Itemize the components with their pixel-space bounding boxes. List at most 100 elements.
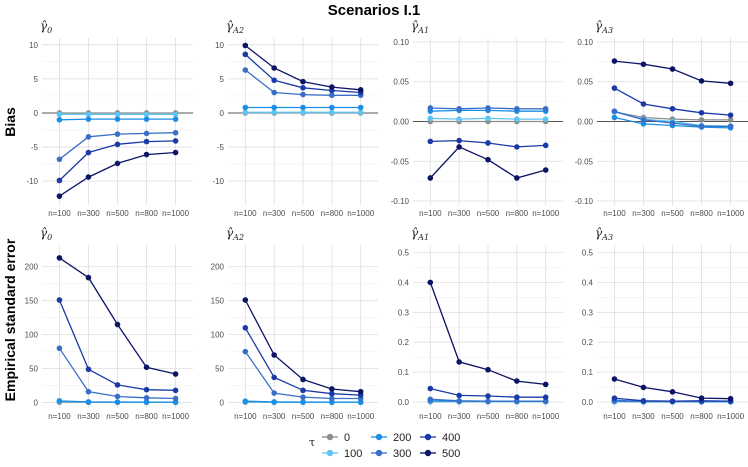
data-point-300: [329, 92, 335, 99]
data-point-500: [669, 389, 676, 395]
x-tick-label: n=100: [234, 412, 257, 421]
panel-1-1: γ̂A2 0 50 100 150 200 n=100 n=300 n=500 n=800 n=10…: [211, 226, 378, 421]
data-point-400: [727, 112, 734, 118]
data-point-400: [485, 140, 491, 146]
data-point-300: [514, 398, 520, 404]
data-point-300: [329, 395, 335, 402]
data-point-200: [611, 114, 618, 121]
data-point-400: [271, 374, 277, 381]
data-point-400: [514, 394, 520, 401]
y-tick-label: 0.2: [582, 338, 594, 347]
data-point-500: [172, 149, 179, 156]
x-tick-label: n=1000: [347, 412, 374, 421]
data-point-400: [242, 51, 249, 58]
data-point-200: [56, 116, 63, 123]
data-point-300: [669, 120, 676, 126]
panel-title: γ̂0: [40, 226, 52, 242]
y-tick-label: 50: [29, 365, 38, 374]
y-tick-label: 0.00: [577, 118, 593, 127]
data-point-500: [727, 395, 734, 402]
data-point-200: [85, 399, 92, 405]
x-tick-label: n=100: [419, 209, 442, 218]
data-point-200: [143, 399, 150, 405]
x-tick-label: n=300: [632, 412, 655, 421]
data-point-300: [85, 134, 92, 140]
data-point-400: [427, 385, 434, 392]
legend-key-point: [326, 433, 334, 441]
panel-title-subscript: A3: [601, 26, 613, 35]
data-point-400: [271, 77, 277, 84]
x-tick-label: n=100: [603, 209, 626, 218]
data-point-300: [485, 398, 491, 404]
data-point-400: [242, 325, 249, 331]
y-tick-label: 200: [25, 263, 39, 272]
y-tick-label: 0: [220, 399, 225, 408]
data-point-400: [143, 138, 150, 145]
y-tick-label: -10: [212, 177, 224, 186]
y-tick-label: 0.4: [582, 278, 594, 287]
data-point-0: [698, 117, 705, 123]
legend-key-point: [375, 433, 383, 441]
data-point-400: [85, 149, 92, 156]
data-point-500: [85, 174, 92, 180]
data-point-400: [300, 84, 306, 91]
data-point-500: [698, 78, 705, 84]
x-tick-label: n=300: [263, 412, 286, 421]
data-point-300: [640, 117, 647, 123]
panel-0-0: γ̂0 -10 -5 0 5 10 n=100 n=300 n=500 n=800 n=1000: [26, 19, 193, 218]
data-point-500: [114, 321, 121, 328]
data-point-500: [427, 279, 434, 286]
x-tick-label: n=1000: [347, 209, 374, 218]
panel-title-subscript: A1: [417, 26, 429, 35]
data-point-500: [300, 376, 306, 383]
y-tick-label: 200: [211, 263, 225, 272]
legend-item-400: 400: [420, 432, 460, 444]
data-point-400: [329, 390, 335, 397]
data-point-200: [242, 104, 249, 111]
legend-title: τ: [309, 436, 315, 449]
x-tick-label: n=500: [477, 412, 500, 421]
data-point-500: [56, 255, 63, 261]
data-point-300: [56, 345, 63, 352]
x-tick-label: n=500: [661, 412, 684, 421]
x-tick-label: n=100: [48, 209, 71, 218]
data-point-100: [242, 109, 249, 116]
data-point-100: [456, 116, 462, 122]
data-point-200: [85, 116, 92, 122]
y-tick-label: 0.3: [582, 308, 594, 317]
data-point-400: [611, 395, 618, 401]
data-point-300: [485, 105, 491, 111]
data-point-400: [427, 138, 434, 145]
data-point-400: [85, 366, 92, 373]
panel-1-2: γ̂A1 0.0 0.1 0.2 0.3 0.4 0.5 n=100 n=300 n=500 n=8…: [398, 226, 563, 421]
panel-title: γ̂A2: [226, 226, 244, 242]
x-tick-label: n=100: [234, 209, 257, 218]
data-point-400: [698, 109, 705, 116]
data-point-100: [300, 109, 306, 116]
y-tick-label: 0.10: [577, 38, 593, 47]
data-point-400: [669, 105, 676, 112]
panel-title-subscript: 0: [47, 26, 52, 35]
data-point-200: [114, 116, 121, 122]
x-tick-label: n=1000: [162, 412, 189, 421]
y-tick-label: -5: [31, 143, 39, 152]
data-point-300: [143, 395, 150, 401]
data-point-400: [172, 138, 179, 144]
y-tick-label: 0.05: [393, 78, 409, 87]
legend-label: 500: [442, 448, 460, 460]
data-point-500: [242, 297, 249, 303]
data-point-400: [542, 394, 549, 401]
data-point-400: [611, 85, 618, 91]
y-tick-label: 0.3: [398, 308, 410, 317]
data-point-400: [143, 386, 150, 393]
y-tick-label: 0.10: [393, 38, 409, 47]
data-point-0: [727, 117, 734, 123]
data-point-300: [456, 105, 462, 112]
legend-item-300: 300: [371, 448, 411, 460]
x-tick-label: n=800: [135, 412, 158, 421]
legend-item-200: 200: [371, 432, 411, 444]
y-tick-label: -5: [217, 143, 225, 152]
data-point-500: [640, 384, 647, 391]
data-point-500: [85, 274, 92, 281]
